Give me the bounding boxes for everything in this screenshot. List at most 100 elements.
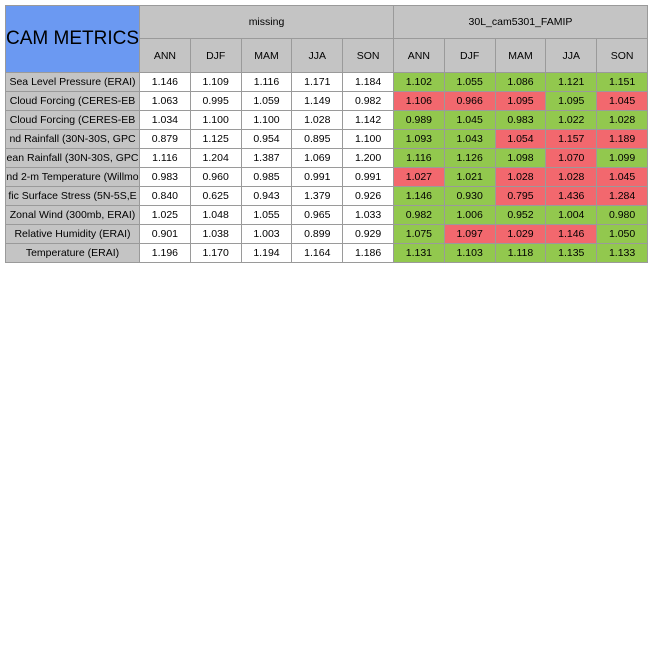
row-label-text: Sea Level Pressure (ERAI) [9,76,136,88]
cam-metrics-table: CAM METRICS missing 30L_cam5301_FAMIP AN… [5,5,648,263]
missing-value-cell: 0.879 [139,129,191,149]
model-value-cell: 0.983 [494,110,547,130]
missing-value-cell: 1.142 [342,110,394,130]
table-row: Zonal Wind (300mb, ERAI) 1.025 1.048 1.055 0… [5,205,648,225]
row-label: fic Surface Stress (5N-5S,E [5,186,140,206]
model-value-cell: 0.982 [392,205,445,225]
missing-value-cell: 1.100 [189,110,242,130]
row-label: Relative Humidity (ERAI) [5,224,140,244]
model-value-cell: 1.106 [392,91,445,111]
row-label-text: Relative Humidity (ERAI) [14,228,131,240]
missing-value-cell: 1.116 [139,148,191,168]
missing-value-cell: 1.171 [291,72,344,92]
missing-value-cell: 1.184 [342,72,394,92]
season-header-missing: JJA [291,38,344,73]
missing-value-cell: 1.100 [240,110,293,130]
missing-value-cell: 0.960 [189,167,242,187]
missing-value-cell: 0.943 [240,186,293,206]
model-value-cell: 1.098 [494,148,547,168]
table-row: Sea Level Pressure (ERAI) 1.146 1.109 1.116… [5,72,648,92]
row-label-text: Zonal Wind (300mb, ERAI) [9,209,136,221]
missing-value-cell: 1.028 [291,110,344,130]
missing-value-cell: 0.926 [342,186,394,206]
model-value-cell: 1.028 [494,167,547,187]
row-label: Sea Level Pressure (ERAI) [5,72,140,92]
missing-value-cell: 0.965 [291,205,344,225]
model-value-cell: 1.095 [545,91,598,111]
row-label: Temperature (ERAI) [5,243,140,263]
model-value-cell: 1.121 [545,72,598,92]
missing-value-cell: 1.033 [342,205,394,225]
model-value-cell: 1.146 [392,186,445,206]
model-value-cell: 0.966 [443,91,496,111]
table-row: nd Rainfall (30N-30S, GPC 0.879 1.125 0.954… [5,129,648,149]
row-label: Zonal Wind (300mb, ERAI) [5,205,140,225]
missing-value-cell: 1.069 [291,148,344,168]
missing-value-cell: 0.991 [291,167,344,187]
model-value-cell: 1.006 [443,205,496,225]
missing-value-cell: 1.186 [342,243,394,263]
model-value-cell: 1.135 [545,243,598,263]
missing-value-cell: 1.200 [342,148,394,168]
model-value-cell: 1.189 [596,129,648,149]
table-title: CAM METRICS [5,5,140,73]
row-label-text: nd 2-m Temperature (Willmo [6,171,139,183]
row-label: nd 2-m Temperature (Willmo [5,167,140,187]
model-value-cell: 1.126 [443,148,496,168]
model-value-cell: 1.055 [443,72,496,92]
model-value-cell: 1.054 [494,129,547,149]
model-value-cell: 1.028 [596,110,648,130]
model-value-cell: 1.029 [494,224,547,244]
missing-value-cell: 0.995 [189,91,242,111]
model-value-cell: 1.157 [545,129,598,149]
row-label-text: fic Surface Stress (5N-5S,E [8,190,137,202]
model-value-cell: 1.021 [443,167,496,187]
model-value-cell: 1.103 [443,243,496,263]
model-value-cell: 1.045 [596,167,648,187]
missing-value-cell: 1.059 [240,91,293,111]
model-value-cell: 0.930 [443,186,496,206]
missing-value-cell: 1.196 [139,243,191,263]
model-value-cell: 1.118 [494,243,547,263]
model-value-cell: 0.980 [596,205,648,225]
missing-value-cell: 0.899 [291,224,344,244]
missing-value-cell: 1.034 [139,110,191,130]
table-row: Cloud Forcing (CERES-EB 1.034 1.100 1.100 1.… [5,110,648,130]
row-label-text: nd Rainfall (30N-30S, GPC [9,133,136,145]
missing-value-cell: 0.985 [240,167,293,187]
row-label-text: Temperature (ERAI) [25,247,120,259]
season-header-model: SON [596,38,648,73]
group-header-model: 30L_cam5301_FAMIP [392,5,648,39]
season-header-model: MAM [494,38,547,73]
missing-value-cell: 1.100 [342,129,394,149]
missing-value-cell: 0.625 [189,186,242,206]
model-value-cell: 1.116 [392,148,445,168]
table-row: fic Surface Stress (5N-5S,E 0.840 0.625 0.9… [5,186,648,206]
table-row: Relative Humidity (ERAI) 0.901 1.038 1.003 0… [5,224,648,244]
season-header-row: ANN DJF MAM JJA SON ANN DJF MAM JJA SON [6,38,648,73]
model-value-cell: 1.045 [596,91,648,111]
missing-value-cell: 1.063 [139,91,191,111]
missing-value-cell: 0.929 [342,224,394,244]
missing-value-cell: 1.164 [291,243,344,263]
season-header-missing: DJF [189,38,242,73]
row-label: Cloud Forcing (CERES-EB [5,110,140,130]
model-value-cell: 1.093 [392,129,445,149]
model-value-cell: 1.099 [596,148,648,168]
model-value-cell: 0.795 [494,186,547,206]
model-value-cell: 1.284 [596,186,648,206]
model-value-cell: 1.027 [392,167,445,187]
season-header-missing: SON [342,38,394,73]
season-header-model: DJF [443,38,496,73]
model-value-cell: 1.436 [545,186,598,206]
model-value-cell: 1.133 [596,243,648,263]
missing-value-cell: 1.387 [240,148,293,168]
table-row: ean Rainfall (30N-30S, GPC 1.116 1.204 1.38… [5,148,648,168]
missing-value-cell: 1.109 [189,72,242,92]
missing-value-cell: 1.116 [240,72,293,92]
missing-value-cell: 0.982 [342,91,394,111]
row-label: ean Rainfall (30N-30S, GPC [5,148,140,168]
missing-value-cell: 1.003 [240,224,293,244]
model-value-cell: 1.043 [443,129,496,149]
season-header-model: ANN [392,38,445,73]
